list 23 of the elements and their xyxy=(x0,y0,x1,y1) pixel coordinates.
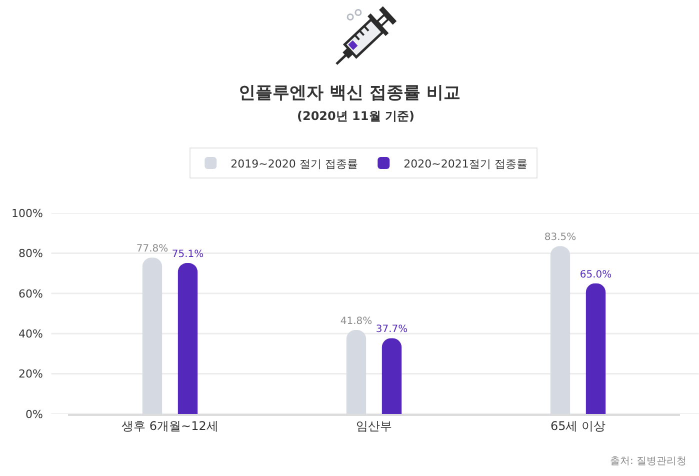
y-tick-label: 100% xyxy=(12,206,43,220)
y-tick-label: 0% xyxy=(26,408,43,421)
chart-title: 인플루엔자 백신 접종률 비교 xyxy=(238,82,460,103)
x-tick-label: 65세 이상 xyxy=(550,419,606,434)
data-label: 77.8% xyxy=(136,244,168,255)
x-tick-label: 임산부 xyxy=(356,419,392,434)
y-tick-label: 80% xyxy=(18,247,43,260)
data-label: 83.5% xyxy=(544,232,576,244)
legend-label: 2019~2020 절기 접종률 xyxy=(230,157,358,170)
y-tick-label: 20% xyxy=(18,368,43,381)
source-note: 출처: 질병관리청 xyxy=(610,456,687,467)
data-label: 65.0% xyxy=(580,269,612,280)
chart-subtitle: (2020년 11월 기준) xyxy=(297,109,414,123)
bar xyxy=(382,338,402,414)
y-tick-label: 60% xyxy=(18,287,43,300)
data-label: 41.8% xyxy=(340,316,372,327)
bar xyxy=(586,283,606,414)
bar xyxy=(178,263,198,414)
y-tick-label: 40% xyxy=(18,327,43,340)
legend-label: 2020~2021절기 접종률 xyxy=(404,157,528,170)
data-label: 37.7% xyxy=(376,324,408,336)
x-tick-label: 생후 6개월~12세 xyxy=(122,419,218,434)
data-label: 75.1% xyxy=(172,249,204,260)
